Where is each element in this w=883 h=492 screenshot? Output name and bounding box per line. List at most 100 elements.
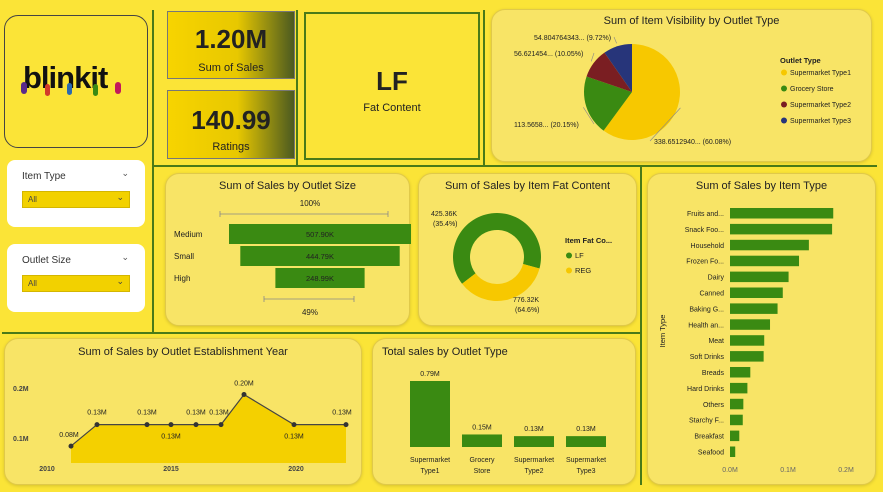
- legend-title: Item Fat Co...: [565, 236, 612, 245]
- legend-label: Supermarket Type1: [790, 70, 851, 77]
- area-data-label: 0.13M: [186, 410, 206, 417]
- outlet-type-card: Total sales by Outlet Type 0.79M Supermar…: [372, 338, 636, 485]
- kpi-fat-value: LF: [376, 66, 408, 96]
- funnel-category-label: Medium: [174, 230, 203, 239]
- item-type-dropdown-value: All: [28, 195, 37, 204]
- bar: [730, 335, 765, 346]
- pie-leader-line: [583, 107, 595, 125]
- visibility-pie-chart: 338.6512940... (60.08%) 113.5658... (20.1…: [514, 35, 851, 146]
- legend-marker: [566, 252, 572, 259]
- kpi-fat-card: LF Fat Content: [304, 12, 480, 160]
- legend-marker: [781, 101, 787, 108]
- bar-category-label: Supermarket: [566, 457, 606, 464]
- kpi-sales-label: Sum of Sales: [198, 62, 264, 74]
- item-type-dropdown[interactable]: All ⌄: [22, 191, 130, 208]
- bar: [730, 414, 743, 426]
- bar: [730, 319, 771, 330]
- bar: [730, 208, 834, 219]
- area-point: [94, 422, 100, 428]
- outlet-size-card: Sum of Sales by Outlet Size 100% Medium 50…: [165, 173, 411, 326]
- bar-category-label: Supermarket: [410, 457, 450, 464]
- area-point: [68, 443, 74, 449]
- donut-data-label: 425.36K: [431, 211, 457, 218]
- chart-title: Sum of Sales by Item Type: [695, 180, 828, 192]
- item-type-bar-chart: Fruits and... Snack Foo... Household Frozen…: [658, 208, 854, 474]
- establishment-card: Sum of Sales by Outlet Establishment Yea…: [4, 338, 362, 485]
- bar-value-label: 0.79M: [420, 371, 440, 378]
- funnel-bar: [240, 246, 400, 266]
- bar-category-label: Fruits and...: [687, 211, 724, 218]
- pie-leader-line: [613, 36, 617, 44]
- bar-category-label: Hard Drinks: [687, 386, 724, 393]
- bar-category-label: Canned: [699, 291, 724, 298]
- bar-category-label: Grocery: [470, 457, 495, 464]
- x-tick-label: 2015: [163, 466, 179, 473]
- pie-slice: [603, 44, 680, 140]
- area-point: [144, 422, 150, 428]
- bar: [514, 436, 554, 447]
- area-point: [168, 422, 174, 428]
- legend-label: Supermarket Type2: [790, 102, 851, 109]
- area-point: [343, 422, 349, 428]
- bar: [730, 223, 833, 235]
- bar-category-label: Health an...: [688, 322, 724, 329]
- area-data-label: 0.13M: [332, 410, 352, 417]
- area-data-label: 0.20M: [234, 381, 254, 388]
- bar-value-label: 0.13M: [576, 426, 596, 433]
- bar-category-label: Baking G...: [689, 306, 724, 313]
- item-type-card: Sum of Sales by Item Type Fruits and... S…: [647, 173, 876, 485]
- bar-category-label: Store: [474, 468, 491, 475]
- funnel-value-label: 444.79K: [306, 252, 334, 261]
- y-tick-label: 0.2M: [13, 386, 29, 393]
- y-axis-label: Item Type: [658, 315, 667, 348]
- legend-marker: [781, 85, 787, 92]
- outlet-size-funnel-chart: 100% Medium 507.90K Small 444.79K High 248.99K…: [174, 199, 411, 317]
- x-tick-label: 2010: [39, 466, 55, 473]
- x-tick-label: 2020: [288, 466, 304, 473]
- funnel-bar: [229, 224, 411, 244]
- bar-category-label: Meat: [708, 338, 724, 345]
- logo-panel: blinkit: [4, 15, 148, 148]
- legend-marker: [566, 267, 572, 274]
- donut-data-label: (35.4%): [433, 221, 458, 228]
- kpi-sales-value: 1.20M: [194, 24, 268, 54]
- kpi-sales-card: 1.20M Sum of Sales: [167, 11, 295, 79]
- fat-content-donut-chart: 425.36K (35.4%) 776.32K (64.6%) Item Fat Co.…: [431, 211, 612, 314]
- pie-leader-line: [649, 107, 681, 142]
- bar-category-label: Type1: [420, 468, 439, 475]
- bar-category-label: Others: [703, 402, 725, 409]
- funnel-top-label: 100%: [300, 199, 320, 208]
- area-point: [291, 422, 297, 428]
- bar: [730, 446, 736, 457]
- bar-category-label: Supermarket: [514, 457, 554, 464]
- chart-title: Sum of Sales by Outlet Establishment Yea…: [78, 346, 288, 358]
- funnel-category-label: Small: [174, 252, 194, 261]
- outlet-size-dropdown[interactable]: All ⌄: [22, 275, 130, 292]
- legend-label: Supermarket Type3: [790, 118, 851, 125]
- bar: [730, 351, 764, 362]
- outlet-size-slicer[interactable]: Outlet Size ⌄ All ⌄: [7, 244, 145, 312]
- pie-slice: [584, 76, 632, 131]
- funnel-value-label: 507.90K: [306, 230, 334, 239]
- pie-data-label: 338.6512940... (60.08%): [654, 139, 731, 146]
- legend-label: LF: [575, 251, 584, 260]
- pie-leader-line: [590, 52, 595, 62]
- kpi-ratings-value: 140.99: [191, 105, 271, 135]
- bar: [730, 303, 778, 314]
- bar: [730, 367, 751, 378]
- funnel-value-label: 248.99K: [306, 274, 334, 283]
- chevron-down-icon[interactable]: ⌄: [121, 252, 129, 262]
- bar-category-label: Household: [691, 243, 725, 250]
- outlet-type-bar-chart: 0.79M Supermarket Type1 0.15M Grocery Store 0.…: [410, 371, 606, 475]
- y-tick-label: 0.1M: [13, 436, 29, 443]
- bar-category-label: Type2: [524, 468, 543, 475]
- outlet-size-slicer-label: Outlet Size: [22, 255, 71, 266]
- chevron-down-icon[interactable]: ⌄: [121, 168, 129, 178]
- pie-slice: [604, 44, 632, 92]
- bar-category-label: Dairy: [708, 275, 725, 282]
- funnel-bottom-label: 49%: [302, 308, 318, 317]
- item-type-slicer[interactable]: Item Type ⌄ All ⌄: [7, 160, 145, 227]
- donut-slice: [453, 213, 541, 284]
- item-type-slicer-label: Item Type: [22, 171, 66, 182]
- x-tick-label: 0.0M: [722, 467, 738, 474]
